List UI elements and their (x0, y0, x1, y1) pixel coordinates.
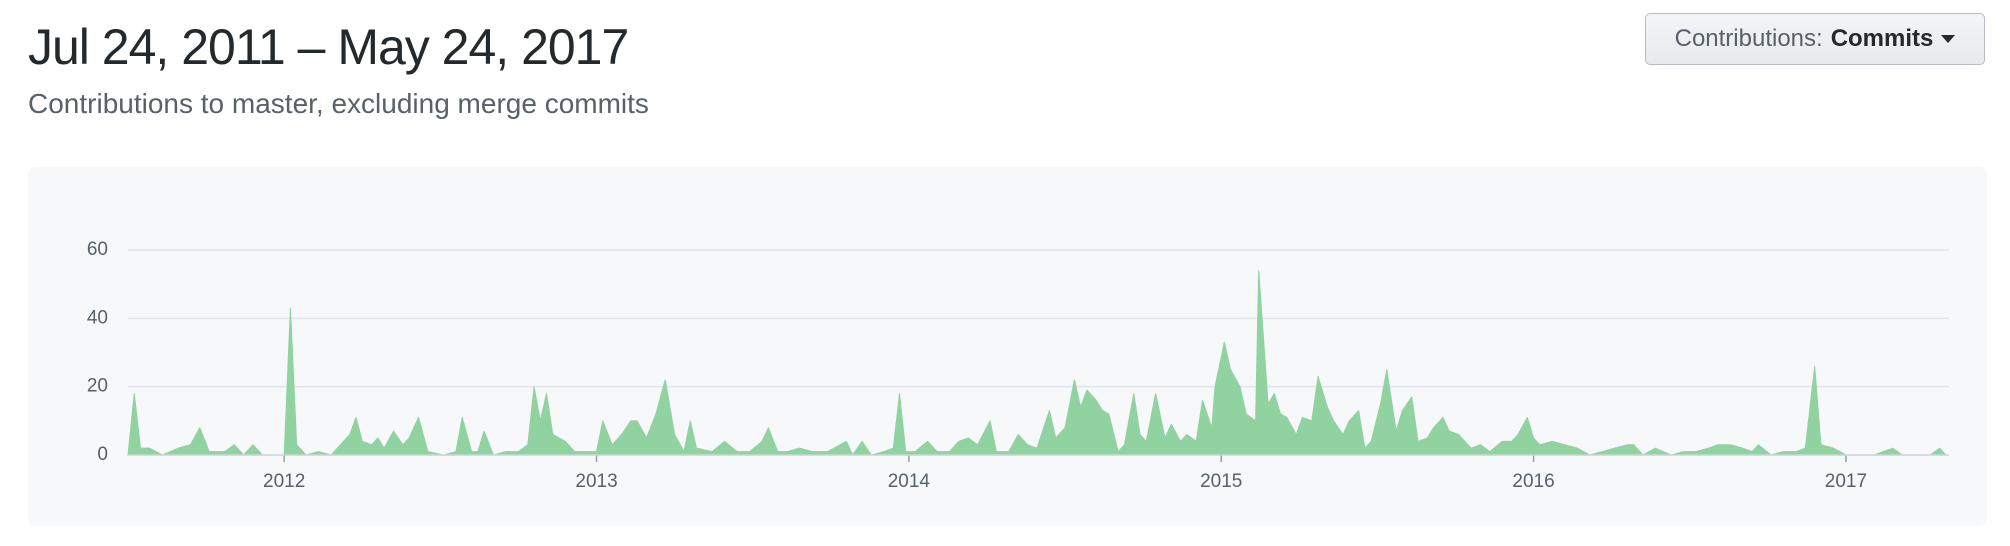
contributions-dropdown[interactable]: Contributions: Commits (1645, 13, 1985, 65)
dropdown-label: Contributions: (1674, 25, 1823, 52)
x-tick-label: 2013 (575, 471, 617, 492)
x-tick-label: 2016 (1512, 471, 1554, 492)
subtitle: Contributions to master, excluding merge… (28, 88, 649, 119)
area (127, 270, 1947, 456)
chart-panel (28, 167, 1987, 526)
x-tick-label: 2014 (888, 471, 931, 492)
x-tick-label: 2015 (1200, 471, 1242, 492)
dropdown-value: Commits (1830, 25, 1934, 52)
y-tick-label: 20 (87, 376, 108, 397)
y-tick-label: 40 (87, 307, 108, 328)
y-tick-label: 0 (97, 444, 108, 465)
x-tick-label: 2017 (1825, 471, 1867, 492)
y-tick-label: 60 (87, 239, 108, 260)
caret (1941, 35, 1956, 43)
x-tick-label: 2012 (263, 471, 305, 492)
title: Jul 24, 2011 – May 24, 2017 (28, 19, 629, 75)
